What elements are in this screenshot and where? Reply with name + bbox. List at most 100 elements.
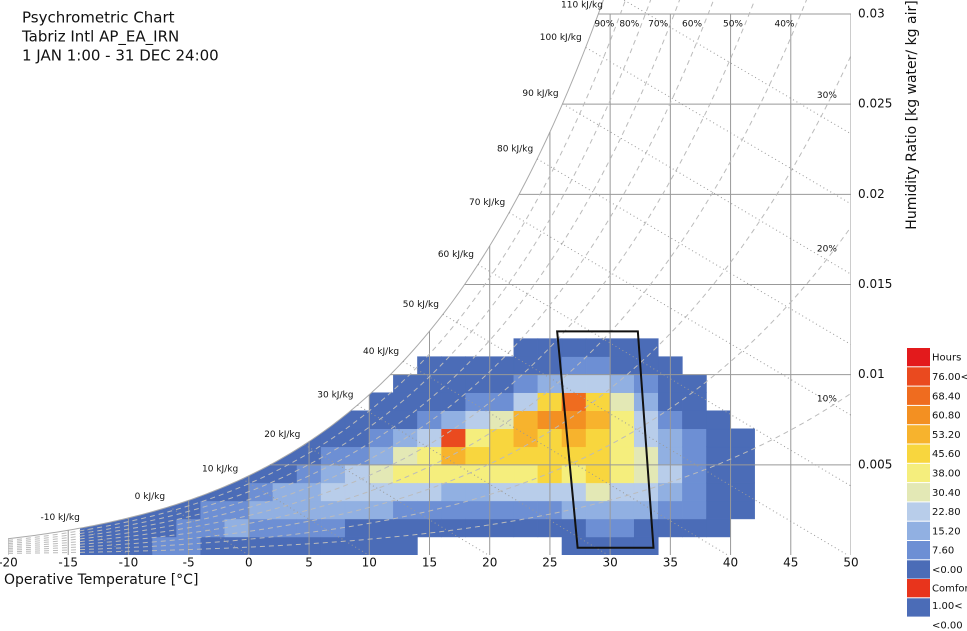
x-tick-label: 45 [783,556,798,570]
heat-cell [609,338,635,357]
heat-cell [393,374,418,393]
heat-cell [344,464,370,484]
heat-cell [344,536,370,555]
x-tick-label: -20 [0,556,18,570]
heat-cell [248,446,274,466]
rh-label: 10% [817,394,837,404]
heat-cell [585,374,611,393]
enthalpy-line [477,264,851,487]
heat-cell [465,410,490,430]
heatmap [80,338,755,555]
heat-cell [369,446,394,466]
heat-cell [609,482,635,502]
heat-cell [730,428,755,448]
heat-cell [609,518,635,538]
legend-swatch [907,560,930,579]
heat-cell [369,392,394,411]
heat-cell [320,464,346,484]
chart-title: Psychrometric Chart [22,9,175,27]
comfort-zone [556,330,655,549]
heat-cell [441,518,466,538]
x-tick-label: 30 [603,556,618,570]
heat-cell [513,374,539,393]
heat-cell [393,536,418,555]
heat-cell [682,392,707,411]
legend-label: <0.00 [932,620,963,631]
heat-cell [200,500,226,520]
x-tick-label: 5 [305,556,313,570]
heat-cell [633,410,659,430]
rh-label: 60% [682,20,702,30]
heat-cell [128,518,153,538]
heat-cell [609,410,635,430]
heat-cell [585,500,611,520]
rh-curve [8,0,715,546]
heat-cell [320,536,346,555]
saturation-curve [8,0,604,540]
heat-cell [682,374,707,393]
heat-cell [489,392,515,411]
y-tick-label: 0.01 [858,367,885,381]
heat-cell [393,446,418,466]
heat-cell [561,338,587,357]
heat-cell [513,338,539,357]
heat-cell [609,536,635,555]
enthalpy-label: 20 kJ/kg [264,430,300,440]
psychro-lines [8,0,851,555]
legend-label: 45.60 [932,449,961,460]
x-tick-label: 35 [663,556,678,570]
enthalpy-line [241,478,369,555]
legend-title: Comfort [932,584,967,595]
heat-cell [489,500,515,520]
heat-cell [513,392,539,411]
enthalpy-label: 70 kJ/kg [469,198,505,208]
chart-subtitle: Tabriz Intl AP_EA_IRN [21,28,179,47]
heat-cell [609,374,635,393]
heat-cell [706,518,731,538]
heat-cell [585,428,611,448]
heat-cell [513,464,539,484]
heat-cell [561,428,587,448]
heat-cell [369,464,394,484]
heat-cell [513,446,539,466]
heat-cell [369,428,394,448]
enthalpy-label: 60 kJ/kg [438,250,474,260]
heat-cell [441,500,466,520]
enthalpy-line [402,360,728,555]
legend-label: 15.20 [932,526,961,537]
heat-cell [585,464,611,484]
heat-cell [272,464,298,484]
heat-cell [513,410,539,430]
legend-swatch [907,463,930,483]
legend-title: Hours [932,353,961,364]
heat-cell [104,536,129,555]
heat-cell [633,536,659,555]
heat-cell [465,428,490,448]
heat-cell [200,536,226,555]
heat-cell [465,464,490,484]
enthalpy-label: 90 kJ/kg [522,89,558,99]
heat-cell [633,374,659,393]
legend-label: 22.80 [932,507,961,518]
heat-cell [393,392,418,411]
legend-label: 76.00< [932,372,967,383]
heat-cell [730,446,755,466]
x-tick-label: -10 [119,556,139,570]
rh-label: 40% [774,20,794,30]
enthalpy-line [357,404,609,555]
heat-cell [489,374,515,393]
heat-cell [152,500,177,520]
x-tick-label: -15 [58,556,78,570]
heat-cell [633,392,659,411]
heat-cell [441,374,466,393]
x-axis-label: Operative Temperature [°C] [4,572,198,588]
legend-label: 7.60 [932,546,954,557]
heat-cell [585,392,611,411]
heat-cell [465,500,490,520]
heat-cell [272,482,298,502]
heat-cell [585,518,611,538]
heat-cell [465,392,490,411]
rh-curve [8,0,652,543]
heat-cell [224,518,250,538]
heat-cell [561,392,587,411]
